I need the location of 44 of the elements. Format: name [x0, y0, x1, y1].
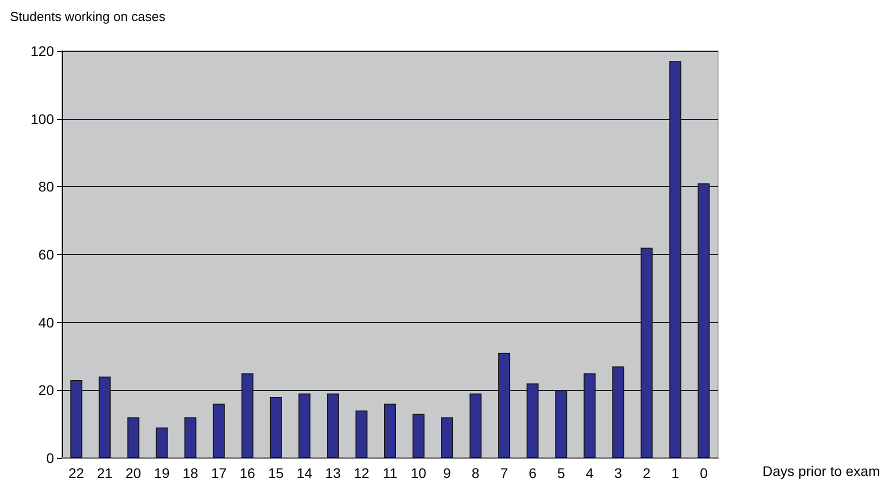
x-tick-label: 12 — [354, 465, 370, 481]
bar — [326, 394, 339, 458]
x-tick-label: 21 — [96, 465, 113, 481]
x-tick-label: 15 — [268, 465, 284, 481]
bar — [384, 404, 396, 458]
y-tick-label: 0 — [46, 450, 54, 466]
x-tick-label: 19 — [154, 465, 170, 481]
x-tick-label: 8 — [472, 465, 480, 481]
y-tick-label: 60 — [38, 246, 54, 262]
bar — [127, 417, 140, 458]
x-tick-label: 17 — [211, 465, 227, 481]
x-tick-label: 1 — [671, 465, 680, 481]
bar — [270, 396, 282, 458]
y-axis-title: Students working on cases — [10, 9, 166, 24]
x-tick-label: 13 — [325, 465, 341, 481]
bar — [184, 417, 196, 458]
x-tick-label: 11 — [382, 465, 398, 481]
x-tick-label: 2 — [642, 465, 651, 481]
bar — [298, 394, 310, 458]
x-tick-label: 3 — [614, 465, 622, 481]
bar — [470, 394, 482, 458]
x-tick-label: 20 — [126, 465, 142, 481]
x-tick-label: 4 — [586, 465, 594, 481]
bar — [212, 404, 225, 458]
bar — [441, 417, 454, 458]
y-tick-label: 80 — [38, 178, 54, 195]
y-tick-label: 20 — [38, 382, 54, 398]
bar — [412, 414, 425, 458]
x-axis-title: Days prior to exam — [762, 463, 880, 479]
y-tick-label: 40 — [38, 314, 54, 330]
x-tick-label: 16 — [240, 465, 256, 481]
x-tick-label: 7 — [500, 465, 508, 481]
x-tick-label: 22 — [68, 465, 84, 481]
bar — [156, 427, 168, 458]
y-tick-label: 120 — [30, 43, 54, 59]
x-tick-label: 0 — [700, 465, 708, 481]
x-tick-label: 14 — [296, 465, 312, 481]
y-tick-label: 100 — [30, 110, 54, 127]
x-tick-label: 6 — [528, 465, 537, 481]
bar — [355, 410, 368, 458]
x-tick-label: 18 — [182, 465, 198, 481]
x-tick-label: 9 — [443, 465, 452, 481]
x-tick-label: 10 — [410, 465, 427, 481]
x-tick-label: 5 — [557, 465, 566, 481]
